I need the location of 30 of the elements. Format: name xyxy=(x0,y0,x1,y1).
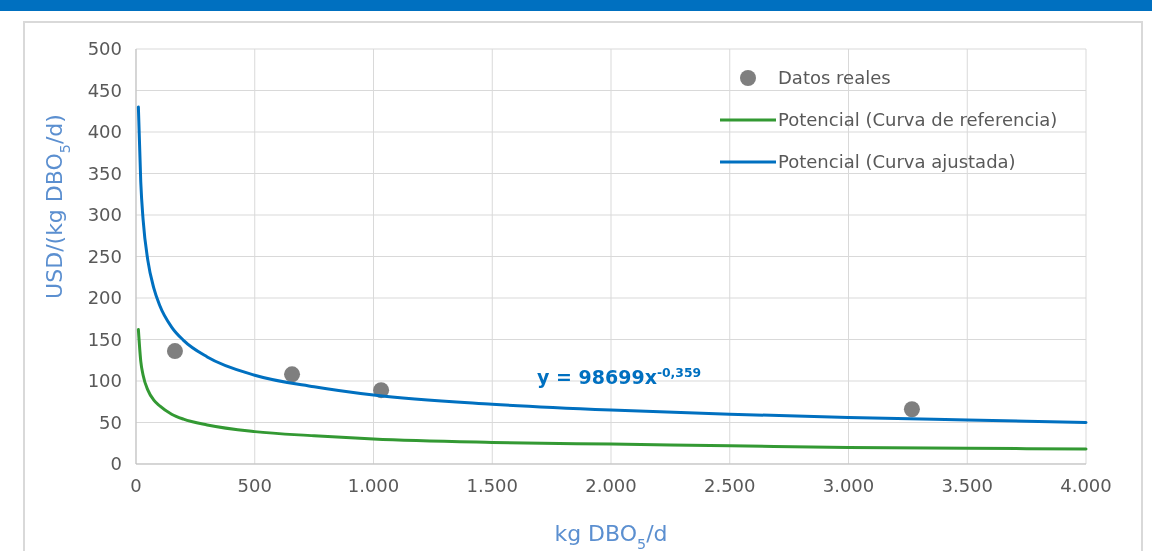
x-tick-label: 3.000 xyxy=(822,475,875,496)
y-tick-label: 400 xyxy=(87,121,122,143)
x-tick-label: 1.000 xyxy=(347,475,400,496)
point xyxy=(166,343,183,360)
x-tick-label: 1.500 xyxy=(466,475,519,496)
x-tick-label: 500 xyxy=(237,475,272,496)
y-tick-label: 0 xyxy=(110,453,122,475)
legend-label: Potencial (Curva ajustada) xyxy=(778,151,1016,173)
y-tick-label: 300 xyxy=(87,204,122,226)
y-tick-label: 500 xyxy=(87,38,122,60)
x-tick-label: 2.000 xyxy=(585,475,637,496)
y-tick-label: 200 xyxy=(87,287,122,309)
legend-label: Datos reales xyxy=(778,67,891,89)
x-axis-title: kg DBO$_{5}$/d xyxy=(554,521,668,551)
y-tick-label: 450 xyxy=(87,79,122,101)
point xyxy=(903,401,920,418)
y-tick-label: 50 xyxy=(99,411,122,433)
y-tick-label: 150 xyxy=(87,328,122,350)
x-tick-label: 4.000 xyxy=(1060,475,1112,496)
x-tick-label: 2.500 xyxy=(703,475,756,496)
y-tick-label: 100 xyxy=(87,370,122,392)
x-tick-label: 0 xyxy=(130,475,142,496)
line-series xyxy=(136,328,1088,451)
annotation: y = 98699x$^{-0,359}$ xyxy=(537,366,702,388)
y-tick-label: 350 xyxy=(87,162,122,184)
point xyxy=(284,366,301,383)
x-tick-label: 3.500 xyxy=(941,475,994,496)
line-series xyxy=(136,105,1088,424)
y-tick-label: 250 xyxy=(87,245,122,267)
legend-label: Potencial (Curva de referencia) xyxy=(778,109,1058,131)
